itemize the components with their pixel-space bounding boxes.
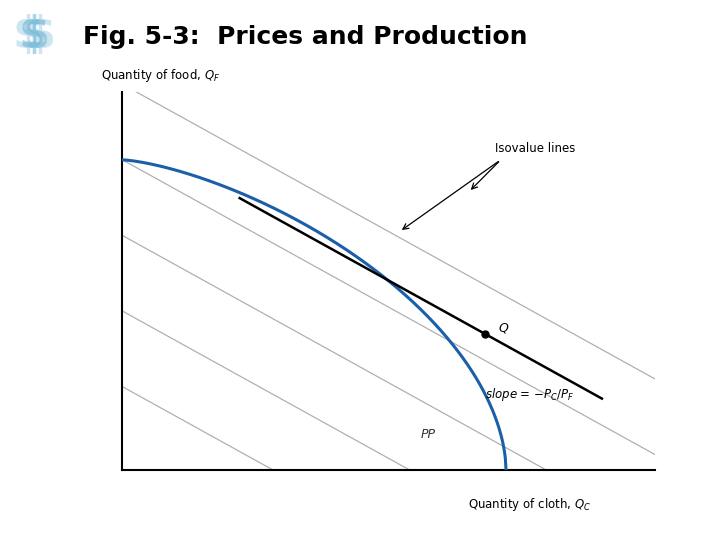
Text: Copyright © 2015 Pearson Education, Inc. All rights reserved.: Copyright © 2015 Pearson Education, Inc.… xyxy=(11,515,333,525)
Text: $: $ xyxy=(12,14,43,57)
Text: 5-16: 5-16 xyxy=(685,515,709,525)
Text: Isovalue lines: Isovalue lines xyxy=(495,142,576,156)
Text: PP: PP xyxy=(420,428,436,441)
Text: $: $ xyxy=(24,14,55,57)
Text: Fig. 5-3:  Prices and Production: Fig. 5-3: Prices and Production xyxy=(83,24,527,49)
Text: slope = $-P_C/P_F$: slope = $-P_C/P_F$ xyxy=(485,386,574,403)
Text: Quantity of cloth, $Q_C$: Quantity of cloth, $Q_C$ xyxy=(468,496,591,513)
Text: $: $ xyxy=(19,14,50,57)
Text: Q: Q xyxy=(498,322,508,335)
Text: Quantity of food, $Q_F$: Quantity of food, $Q_F$ xyxy=(101,68,220,84)
